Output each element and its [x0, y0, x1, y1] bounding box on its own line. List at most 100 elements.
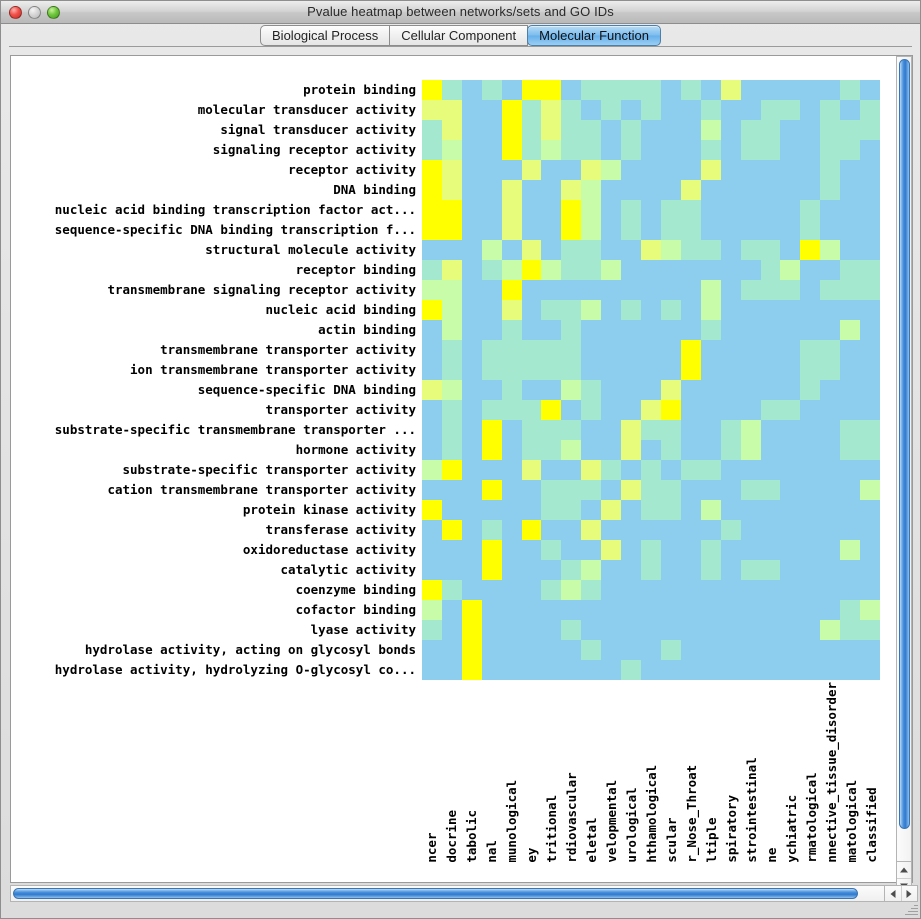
heatmap-cell[interactable] [541, 320, 562, 340]
heatmap-cell[interactable] [720, 240, 741, 260]
heatmap-cell[interactable] [461, 140, 482, 160]
heatmap-cell[interactable] [840, 540, 861, 560]
heatmap-cell[interactable] [720, 660, 741, 680]
heatmap-cell[interactable] [660, 640, 681, 660]
heatmap-cell[interactable] [740, 400, 761, 420]
heatmap-cell[interactable] [800, 220, 821, 240]
heatmap-cell[interactable] [541, 660, 562, 680]
heatmap-cell[interactable] [760, 340, 781, 360]
heatmap-cell[interactable] [740, 220, 761, 240]
heatmap-cell[interactable] [740, 140, 761, 160]
heatmap-cell[interactable] [660, 520, 681, 540]
heatmap-cell[interactable] [660, 460, 681, 480]
heatmap-cell[interactable] [441, 480, 462, 500]
heatmap-cell[interactable] [581, 460, 602, 480]
heatmap-cell[interactable] [561, 380, 582, 400]
heatmap-cell[interactable] [800, 160, 821, 180]
heatmap-cell[interactable] [461, 540, 482, 560]
heatmap-cell[interactable] [581, 660, 602, 680]
heatmap-cell[interactable] [780, 520, 801, 540]
heatmap-cell[interactable] [581, 400, 602, 420]
heatmap-cell[interactable] [481, 240, 502, 260]
heatmap-cell[interactable] [481, 620, 502, 640]
heatmap-cell[interactable] [660, 320, 681, 340]
heatmap-cell[interactable] [820, 600, 841, 620]
heatmap-cell[interactable] [660, 600, 681, 620]
heatmap-cell[interactable] [521, 180, 542, 200]
heatmap-cell[interactable] [561, 440, 582, 460]
heatmap-cell[interactable] [800, 300, 821, 320]
heatmap-cell[interactable] [581, 620, 602, 640]
heatmap-cell[interactable] [800, 420, 821, 440]
heatmap-cell[interactable] [680, 460, 701, 480]
heatmap-cell[interactable] [481, 440, 502, 460]
heatmap-cell[interactable] [501, 260, 522, 280]
heatmap-cell[interactable] [521, 360, 542, 380]
heatmap-cell[interactable] [481, 340, 502, 360]
heatmap-cell[interactable] [740, 380, 761, 400]
heatmap-cell[interactable] [561, 160, 582, 180]
heatmap-cell[interactable] [760, 400, 781, 420]
heatmap-cell[interactable] [521, 600, 542, 620]
heatmap-cell[interactable] [820, 560, 841, 580]
heatmap-cell[interactable] [481, 580, 502, 600]
heatmap-cell[interactable] [720, 580, 741, 600]
heatmap-cell[interactable] [740, 360, 761, 380]
heatmap-cell[interactable] [541, 160, 562, 180]
heatmap-cell[interactable] [541, 360, 562, 380]
heatmap-cell[interactable] [461, 400, 482, 420]
heatmap-cell[interactable] [860, 260, 880, 280]
heatmap-cell[interactable] [820, 300, 841, 320]
heatmap-cell[interactable] [800, 600, 821, 620]
heatmap-cell[interactable] [860, 640, 880, 660]
heatmap-cell[interactable] [621, 280, 642, 300]
heatmap-cell[interactable] [641, 440, 661, 460]
heatmap-cell[interactable] [581, 380, 602, 400]
heatmap-cell[interactable] [860, 480, 880, 500]
heatmap-cell[interactable] [820, 160, 841, 180]
heatmap-cell[interactable] [660, 400, 681, 420]
heatmap-cell[interactable] [601, 120, 622, 140]
heatmap-cell[interactable] [740, 500, 761, 520]
heatmap-cell[interactable] [760, 480, 781, 500]
heatmap-cell[interactable] [501, 660, 522, 680]
heatmap-cell[interactable] [680, 260, 701, 280]
heatmap-cell[interactable] [740, 540, 761, 560]
heatmap-cell[interactable] [800, 540, 821, 560]
heatmap-cell[interactable] [700, 640, 721, 660]
heatmap-cell[interactable] [641, 80, 661, 100]
heatmap-cell[interactable] [501, 180, 522, 200]
heatmap-cell[interactable] [422, 160, 442, 180]
heatmap-cell[interactable] [800, 380, 821, 400]
heatmap-cell[interactable] [760, 640, 781, 660]
heatmap-cell[interactable] [820, 320, 841, 340]
horizontal-scrollbar-thumb[interactable] [13, 888, 858, 899]
heatmap-cell[interactable] [800, 100, 821, 120]
heatmap-cell[interactable] [720, 80, 741, 100]
heatmap-cell[interactable] [700, 420, 721, 440]
heatmap-cell[interactable] [760, 600, 781, 620]
heatmap-cell[interactable] [760, 320, 781, 340]
heatmap-cell[interactable] [840, 200, 861, 220]
heatmap-cell[interactable] [800, 400, 821, 420]
heatmap-cell[interactable] [601, 580, 622, 600]
heatmap-cell[interactable] [820, 100, 841, 120]
heatmap-cell[interactable] [740, 420, 761, 440]
scroll-left-icon[interactable] [885, 886, 902, 901]
heatmap-cell[interactable] [501, 220, 522, 240]
heatmap-cell[interactable] [621, 260, 642, 280]
heatmap-cell[interactable] [660, 280, 681, 300]
heatmap-cell[interactable] [700, 460, 721, 480]
heatmap-cell[interactable] [860, 280, 880, 300]
heatmap-cell[interactable] [840, 80, 861, 100]
heatmap-cell[interactable] [481, 380, 502, 400]
heatmap-cell[interactable] [461, 620, 482, 640]
heatmap-cell[interactable] [660, 540, 681, 560]
heatmap-cell[interactable] [740, 600, 761, 620]
heatmap-cell[interactable] [641, 340, 661, 360]
heatmap-cell[interactable] [641, 220, 661, 240]
heatmap-cell[interactable] [860, 400, 880, 420]
heatmap-cell[interactable] [800, 580, 821, 600]
heatmap-cell[interactable] [641, 500, 661, 520]
heatmap-cell[interactable] [660, 260, 681, 280]
